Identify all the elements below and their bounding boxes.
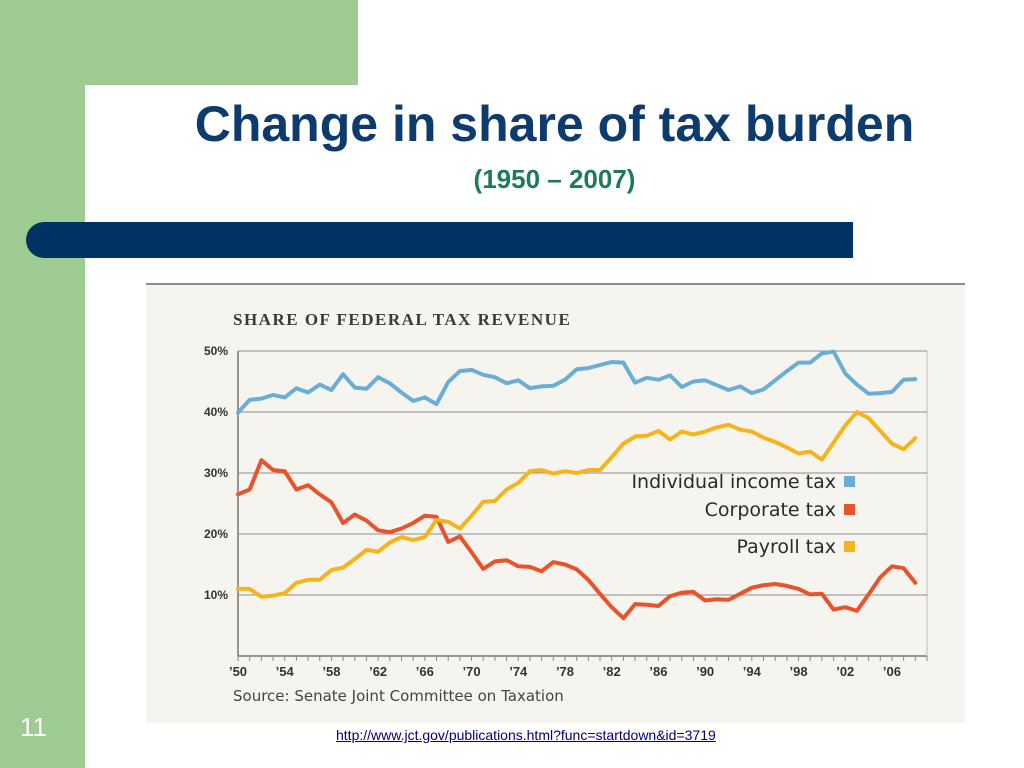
green-top-band [85,0,358,85]
chart-panel: SHARE OF FEDERAL TAX REVENUE 10% 20% 30% 40… [146,283,965,723]
x-tick-label: ’98 [790,664,808,679]
legend-label-payroll-tax: Payroll tax [737,536,836,558]
y-tick-label: 10% [204,588,228,602]
chart-source: Source: Senate Joint Committee on Taxati… [233,687,564,705]
x-tick-label: ’06 [883,664,901,679]
x-tick-label: ’70 [463,664,481,679]
tax-revenue-chart: SHARE OF FEDERAL TAX REVENUE 10% 20% 30% 40… [204,310,928,705]
legend-swatch [844,541,855,552]
slide-subtitle: (1950 – 2007) [473,164,636,194]
chart-title: SHARE OF FEDERAL TAX REVENUE [233,310,571,329]
series-line-corporate-tax [236,458,918,621]
x-axis-ticks: ’50 ’54 ’58 ’62 ’66 ’70 ’74 ’78 ’82 ’86 ’90 ’94 ’98 ’… [229,656,928,679]
series-line-payroll-tax [236,410,918,599]
x-tick-label: ’66 [416,664,434,679]
x-tick-label: ’62 [369,664,387,679]
legend-swatch [844,476,855,487]
legend: Individual income tax Corporate tax Payrol… [631,471,855,558]
x-tick-label: ’82 [603,664,621,679]
slide-number: 11 [20,712,47,742]
x-tick-label: ’90 [696,664,714,679]
series-layer [236,349,918,621]
legend-swatch [844,504,855,515]
title-divider-bar [26,222,853,258]
y-tick-label: 20% [204,527,228,541]
y-tick-label: 30% [204,466,228,480]
y-tick-label: 50% [204,344,228,358]
x-tick-label: ’50 [229,664,247,679]
y-axis-ticks: 10% 20% 30% 40% 50% [204,344,228,602]
x-tick-label: ’94 [743,664,762,679]
x-tick-label: ’02 [836,664,854,679]
x-tick-label: ’54 [276,664,295,679]
legend-label-individual-income-tax: Individual income tax [631,471,836,493]
legend-label-corporate-tax: Corporate tax [705,499,836,521]
slide-title: Change in share of tax burden [194,96,915,152]
x-tick-label: ’86 [649,664,667,679]
x-tick-label: ’78 [556,664,574,679]
series-line-individual-income-tax [236,349,918,415]
y-tick-label: 40% [204,405,228,419]
x-tick-label: ’74 [509,664,528,679]
green-sidebar [0,0,85,768]
source-link[interactable]: http://www.jct.gov/publications.html?fun… [336,727,716,743]
x-tick-label: ’58 [322,664,340,679]
chart-top-rule [146,283,965,285]
